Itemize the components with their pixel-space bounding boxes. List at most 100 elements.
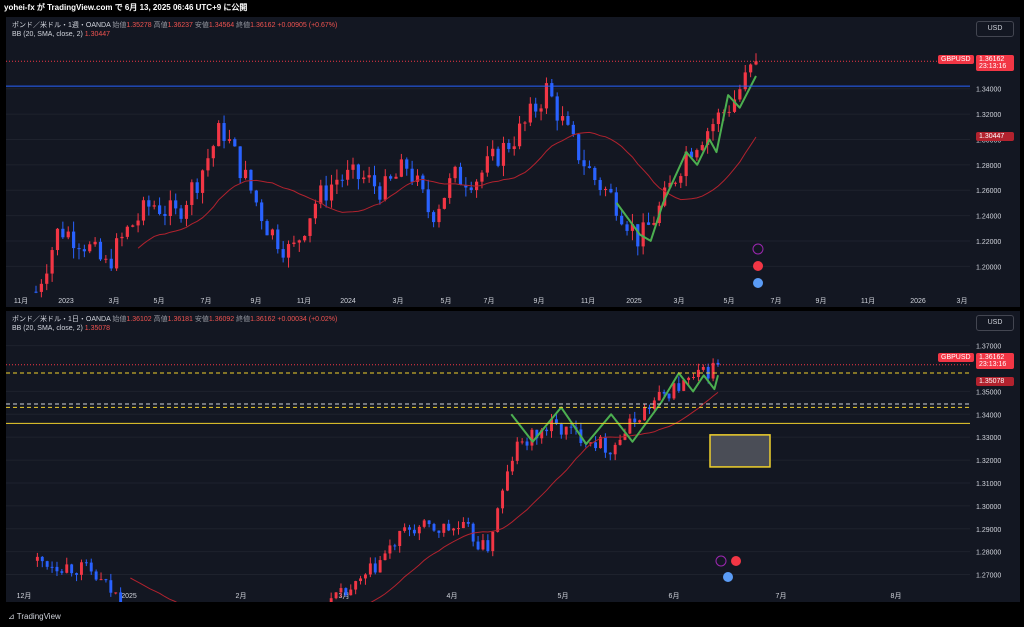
candle-body bbox=[243, 169, 248, 179]
candle-body bbox=[684, 151, 688, 177]
daily-chart-panel[interactable]: ポンド／米ドル・1日・OANDA 始値1.36102 高値1.36181 安値1… bbox=[6, 311, 1020, 602]
candle-body bbox=[61, 228, 65, 238]
price-tag-timer: 23:13:16 bbox=[979, 63, 1007, 70]
candle-body bbox=[496, 148, 500, 166]
candle-body bbox=[109, 580, 113, 593]
candle-body bbox=[356, 164, 360, 180]
candle-body bbox=[555, 96, 559, 121]
candle-body bbox=[303, 235, 307, 241]
bb-value-tag: 1.35078 bbox=[976, 377, 1014, 386]
price-tag: 1.36162 23:13:16 bbox=[976, 55, 1014, 71]
candle-body bbox=[276, 229, 280, 250]
candle-body bbox=[464, 184, 468, 188]
y-tick-label: 1.28000 bbox=[976, 163, 1001, 170]
open-label: 始値 bbox=[112, 316, 127, 323]
candle-body bbox=[394, 176, 398, 179]
weekly-chart-panel[interactable]: ポンド／米ドル・1週・OANDA 始値1.35278 高値1.36237 安値1… bbox=[6, 17, 1020, 307]
candle-body bbox=[147, 200, 151, 207]
bb-legend: BB (20, SMA, close, 2) 1.35078 bbox=[12, 325, 110, 332]
close-value: 1.36162 bbox=[250, 22, 276, 29]
currency-button[interactable]: USD bbox=[976, 21, 1014, 37]
low-label: 安値 bbox=[194, 22, 209, 29]
candle-body bbox=[505, 471, 509, 491]
candle-body bbox=[491, 148, 495, 157]
x-tick-label: 7月 bbox=[776, 592, 787, 600]
candle-body bbox=[515, 441, 519, 461]
y-tick-label: 1.34000 bbox=[976, 87, 1001, 94]
candle-body bbox=[60, 571, 64, 573]
candle-body bbox=[84, 562, 88, 564]
indicator-label: BB (20, SMA, close, 2) bbox=[12, 325, 83, 332]
candle-body bbox=[94, 571, 98, 580]
candle-body bbox=[93, 241, 97, 245]
candle-body bbox=[168, 200, 172, 217]
x-tick-label: 7月 bbox=[771, 297, 782, 305]
candle-body bbox=[393, 545, 397, 547]
symbol-label: ポンド／米ドル・1日・OANDA bbox=[12, 316, 111, 323]
candle-body bbox=[682, 380, 686, 391]
candle-body bbox=[55, 228, 60, 251]
candle-body bbox=[559, 424, 563, 435]
x-tick-label: 2025 bbox=[626, 298, 642, 305]
candle-body bbox=[45, 273, 49, 284]
candle-body bbox=[749, 64, 753, 73]
candle-body bbox=[754, 61, 758, 65]
candle-body bbox=[544, 83, 549, 109]
candle-body bbox=[485, 156, 489, 173]
y-tick-label: 1.32000 bbox=[976, 458, 1001, 465]
candle-body bbox=[297, 240, 301, 243]
candle-body bbox=[496, 508, 500, 532]
candle-body bbox=[530, 429, 534, 446]
x-tick-label: 8月 bbox=[891, 592, 902, 600]
candle-body bbox=[652, 400, 656, 409]
candle-body bbox=[608, 452, 612, 455]
candle-body bbox=[426, 189, 430, 213]
y-tick-label: 1.26000 bbox=[976, 188, 1001, 195]
candle-body bbox=[636, 224, 640, 247]
candle-body bbox=[329, 598, 333, 602]
target-zone-box bbox=[709, 434, 771, 468]
y-tick-label: 1.30000 bbox=[976, 504, 1001, 511]
candle-body bbox=[227, 139, 232, 141]
wave-path bbox=[510, 372, 719, 445]
candle-body bbox=[646, 222, 651, 225]
candle-body bbox=[270, 229, 275, 236]
x-tick-label: 11月 bbox=[581, 297, 595, 305]
close-label: 終値 bbox=[236, 22, 251, 29]
us-flag-event-icon bbox=[753, 278, 763, 288]
candle-body bbox=[528, 103, 532, 123]
flag-event-icon bbox=[753, 261, 763, 271]
x-tick-label: 3月 bbox=[393, 297, 404, 305]
y-tick-label: 1.28000 bbox=[976, 550, 1001, 557]
candle-body bbox=[512, 146, 516, 150]
y-tick-label: 1.34000 bbox=[976, 412, 1001, 419]
candle-body bbox=[501, 490, 505, 509]
candle-body bbox=[152, 205, 156, 207]
candle-body bbox=[200, 170, 205, 193]
candle-body bbox=[335, 179, 339, 185]
candle-body bbox=[354, 581, 358, 590]
x-tick-label: 2025 bbox=[121, 593, 137, 600]
currency-button[interactable]: USD bbox=[976, 315, 1014, 331]
candle-body bbox=[638, 420, 642, 423]
candle-body bbox=[480, 172, 484, 182]
x-tick-label: 5月 bbox=[154, 297, 165, 305]
candle-body bbox=[55, 566, 59, 572]
candle-body bbox=[582, 160, 586, 167]
candle-body bbox=[346, 169, 350, 180]
candle-body bbox=[743, 72, 747, 90]
x-tick-label: 9月 bbox=[251, 297, 262, 305]
low-value: 1.36092 bbox=[208, 316, 235, 323]
candle-body bbox=[163, 213, 167, 217]
candle-body bbox=[663, 187, 667, 206]
candle-body bbox=[378, 560, 382, 573]
change-value: +0.00034 (+0.02%) bbox=[277, 316, 338, 323]
x-tick-label: 2026 bbox=[910, 298, 926, 305]
bb-legend: BB (20, SMA, close, 2) 1.30447 bbox=[12, 31, 110, 38]
candle-body bbox=[351, 164, 355, 170]
y-tick-label: 1.20000 bbox=[976, 264, 1001, 271]
candle-body bbox=[577, 134, 581, 161]
daily-chart-svg: 1.37000 1.35000 1.34000 1.33000 1.32000 1.310… bbox=[6, 344, 1001, 602]
candle-body bbox=[550, 419, 553, 432]
x-tick-label: 7月 bbox=[201, 297, 212, 305]
